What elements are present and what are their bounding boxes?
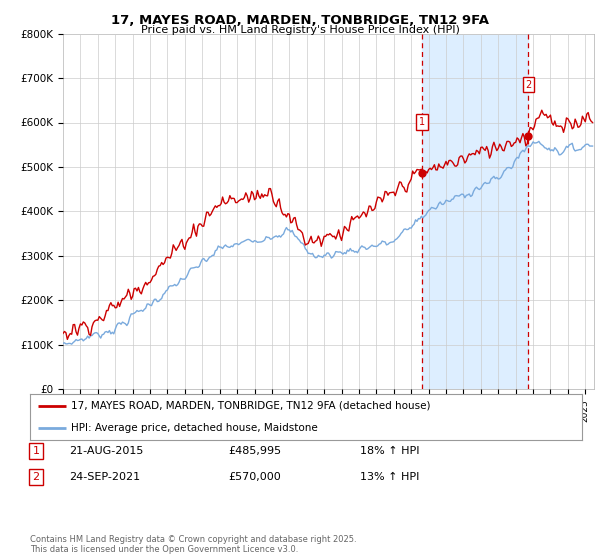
Text: Price paid vs. HM Land Registry's House Price Index (HPI): Price paid vs. HM Land Registry's House …: [140, 25, 460, 35]
Text: 1: 1: [32, 446, 40, 456]
Text: £485,995: £485,995: [228, 446, 281, 456]
Text: 1: 1: [419, 117, 425, 127]
Text: 2: 2: [32, 472, 40, 482]
Text: 21-AUG-2015: 21-AUG-2015: [69, 446, 143, 456]
Text: 24-SEP-2021: 24-SEP-2021: [69, 472, 140, 482]
Text: 17, MAYES ROAD, MARDEN, TONBRIDGE, TN12 9FA: 17, MAYES ROAD, MARDEN, TONBRIDGE, TN12 …: [111, 14, 489, 27]
Text: 2: 2: [525, 80, 532, 90]
Text: HPI: Average price, detached house, Maidstone: HPI: Average price, detached house, Maid…: [71, 423, 318, 433]
Text: 13% ↑ HPI: 13% ↑ HPI: [360, 472, 419, 482]
Bar: [422, 34, 529, 389]
Text: 18% ↑ HPI: 18% ↑ HPI: [360, 446, 419, 456]
Text: £570,000: £570,000: [228, 472, 281, 482]
Text: Contains HM Land Registry data © Crown copyright and database right 2025.
This d: Contains HM Land Registry data © Crown c…: [30, 535, 356, 554]
Text: 17, MAYES ROAD, MARDEN, TONBRIDGE, TN12 9FA (detached house): 17, MAYES ROAD, MARDEN, TONBRIDGE, TN12 …: [71, 400, 431, 410]
